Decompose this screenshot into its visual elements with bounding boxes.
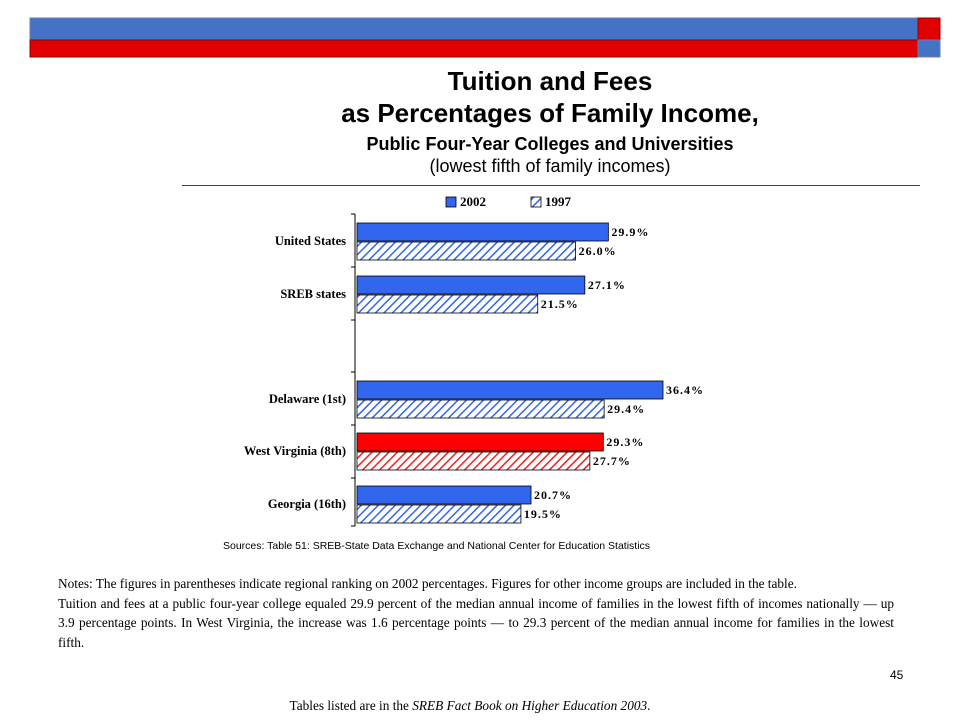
category-label-delaware-1st: Delaware (1st) (269, 392, 346, 406)
data-label-1997-united-states: 26.0% (579, 244, 617, 258)
chart-sources: Sources: Table 51: SREB-State Data Excha… (223, 540, 651, 552)
title-divider (182, 185, 920, 186)
data-label-2002-delaware-1st: 36.4% (666, 383, 704, 397)
notes-paragraph: Tuition and fees at a public four-year c… (58, 595, 894, 650)
bar-2002-delaware-1st (356, 380, 664, 400)
category-label-georgia-16th: Georgia (16th) (268, 497, 346, 511)
data-label-1997-delaware-1st: 29.4% (607, 402, 645, 416)
legend-label-1997: 1997 (545, 194, 572, 209)
legend-swatch-2002 (445, 196, 457, 208)
data-label-1997-sreb-states: 21.5% (541, 297, 579, 311)
footer-suffix: . (647, 698, 651, 713)
bar-chart: 2002 1997 United States 29.9% 26.0% SREB st… (244, 194, 704, 527)
data-label-1997-georgia-16th: 19.5% (524, 507, 562, 521)
bar-2002-sreb-states (356, 275, 586, 295)
banner-blue-bar (29, 17, 919, 41)
notes-block: Notes: The figures in parentheses indica… (58, 574, 894, 652)
footer-note: Tables listed are in the SREB Fact Book … (0, 698, 940, 714)
bar-1997-united-states (356, 241, 576, 261)
category-label-west-virginia-8th: West Virginia (8th) (244, 444, 346, 458)
bar-2002-west-virginia-8th (356, 432, 604, 452)
banner-red-square (917, 17, 941, 41)
data-label-2002-united-states: 29.9% (611, 225, 649, 239)
banner-red-bar (29, 39, 919, 58)
top-banner (29, 17, 941, 58)
bar-1997-delaware-1st (356, 399, 605, 419)
data-label-1997-west-virginia-8th: 27.7% (593, 454, 631, 468)
page-number: 45 (890, 668, 904, 682)
legend-label-2002: 2002 (460, 194, 486, 209)
slide-title-line2: as Percentages of Family Income, (341, 98, 759, 128)
slide-subtitle-line2: (lowest fifth of family incomes) (429, 156, 671, 176)
bar-2002-georgia-16th (356, 485, 532, 505)
bar-1997-sreb-states (356, 294, 539, 314)
footer-prefix: Tables listed are in the (289, 698, 413, 713)
legend-swatch-1997 (530, 196, 542, 208)
category-label-sreb-states: SREB states (280, 287, 346, 301)
chart-legend: 2002 1997 (445, 194, 572, 209)
slide-subtitle: Public Four-Year Colleges and Universiti… (366, 134, 734, 154)
bar-1997-west-virginia-8th (356, 451, 591, 471)
data-label-2002-georgia-16th: 20.7% (534, 488, 572, 502)
category-label-united-states: United States (275, 234, 346, 248)
notes-paragraph: Notes: The figures in parentheses indica… (58, 576, 797, 591)
slide-title: Tuition and Fees (447, 66, 653, 96)
bar-1997-georgia-16th (356, 504, 522, 524)
banner-blue-square (917, 39, 941, 58)
bar-2002-united-states (356, 222, 609, 242)
footer-book-title: SREB Fact Book on Higher Education 2003 (412, 698, 648, 713)
data-label-2002-west-virginia-8th: 29.3% (606, 435, 644, 449)
data-label-2002-sreb-states: 27.1% (588, 278, 626, 292)
